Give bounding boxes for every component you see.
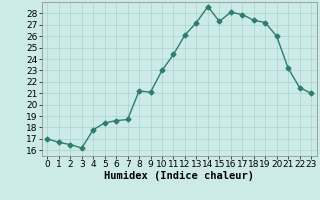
X-axis label: Humidex (Indice chaleur): Humidex (Indice chaleur) [104, 171, 254, 181]
